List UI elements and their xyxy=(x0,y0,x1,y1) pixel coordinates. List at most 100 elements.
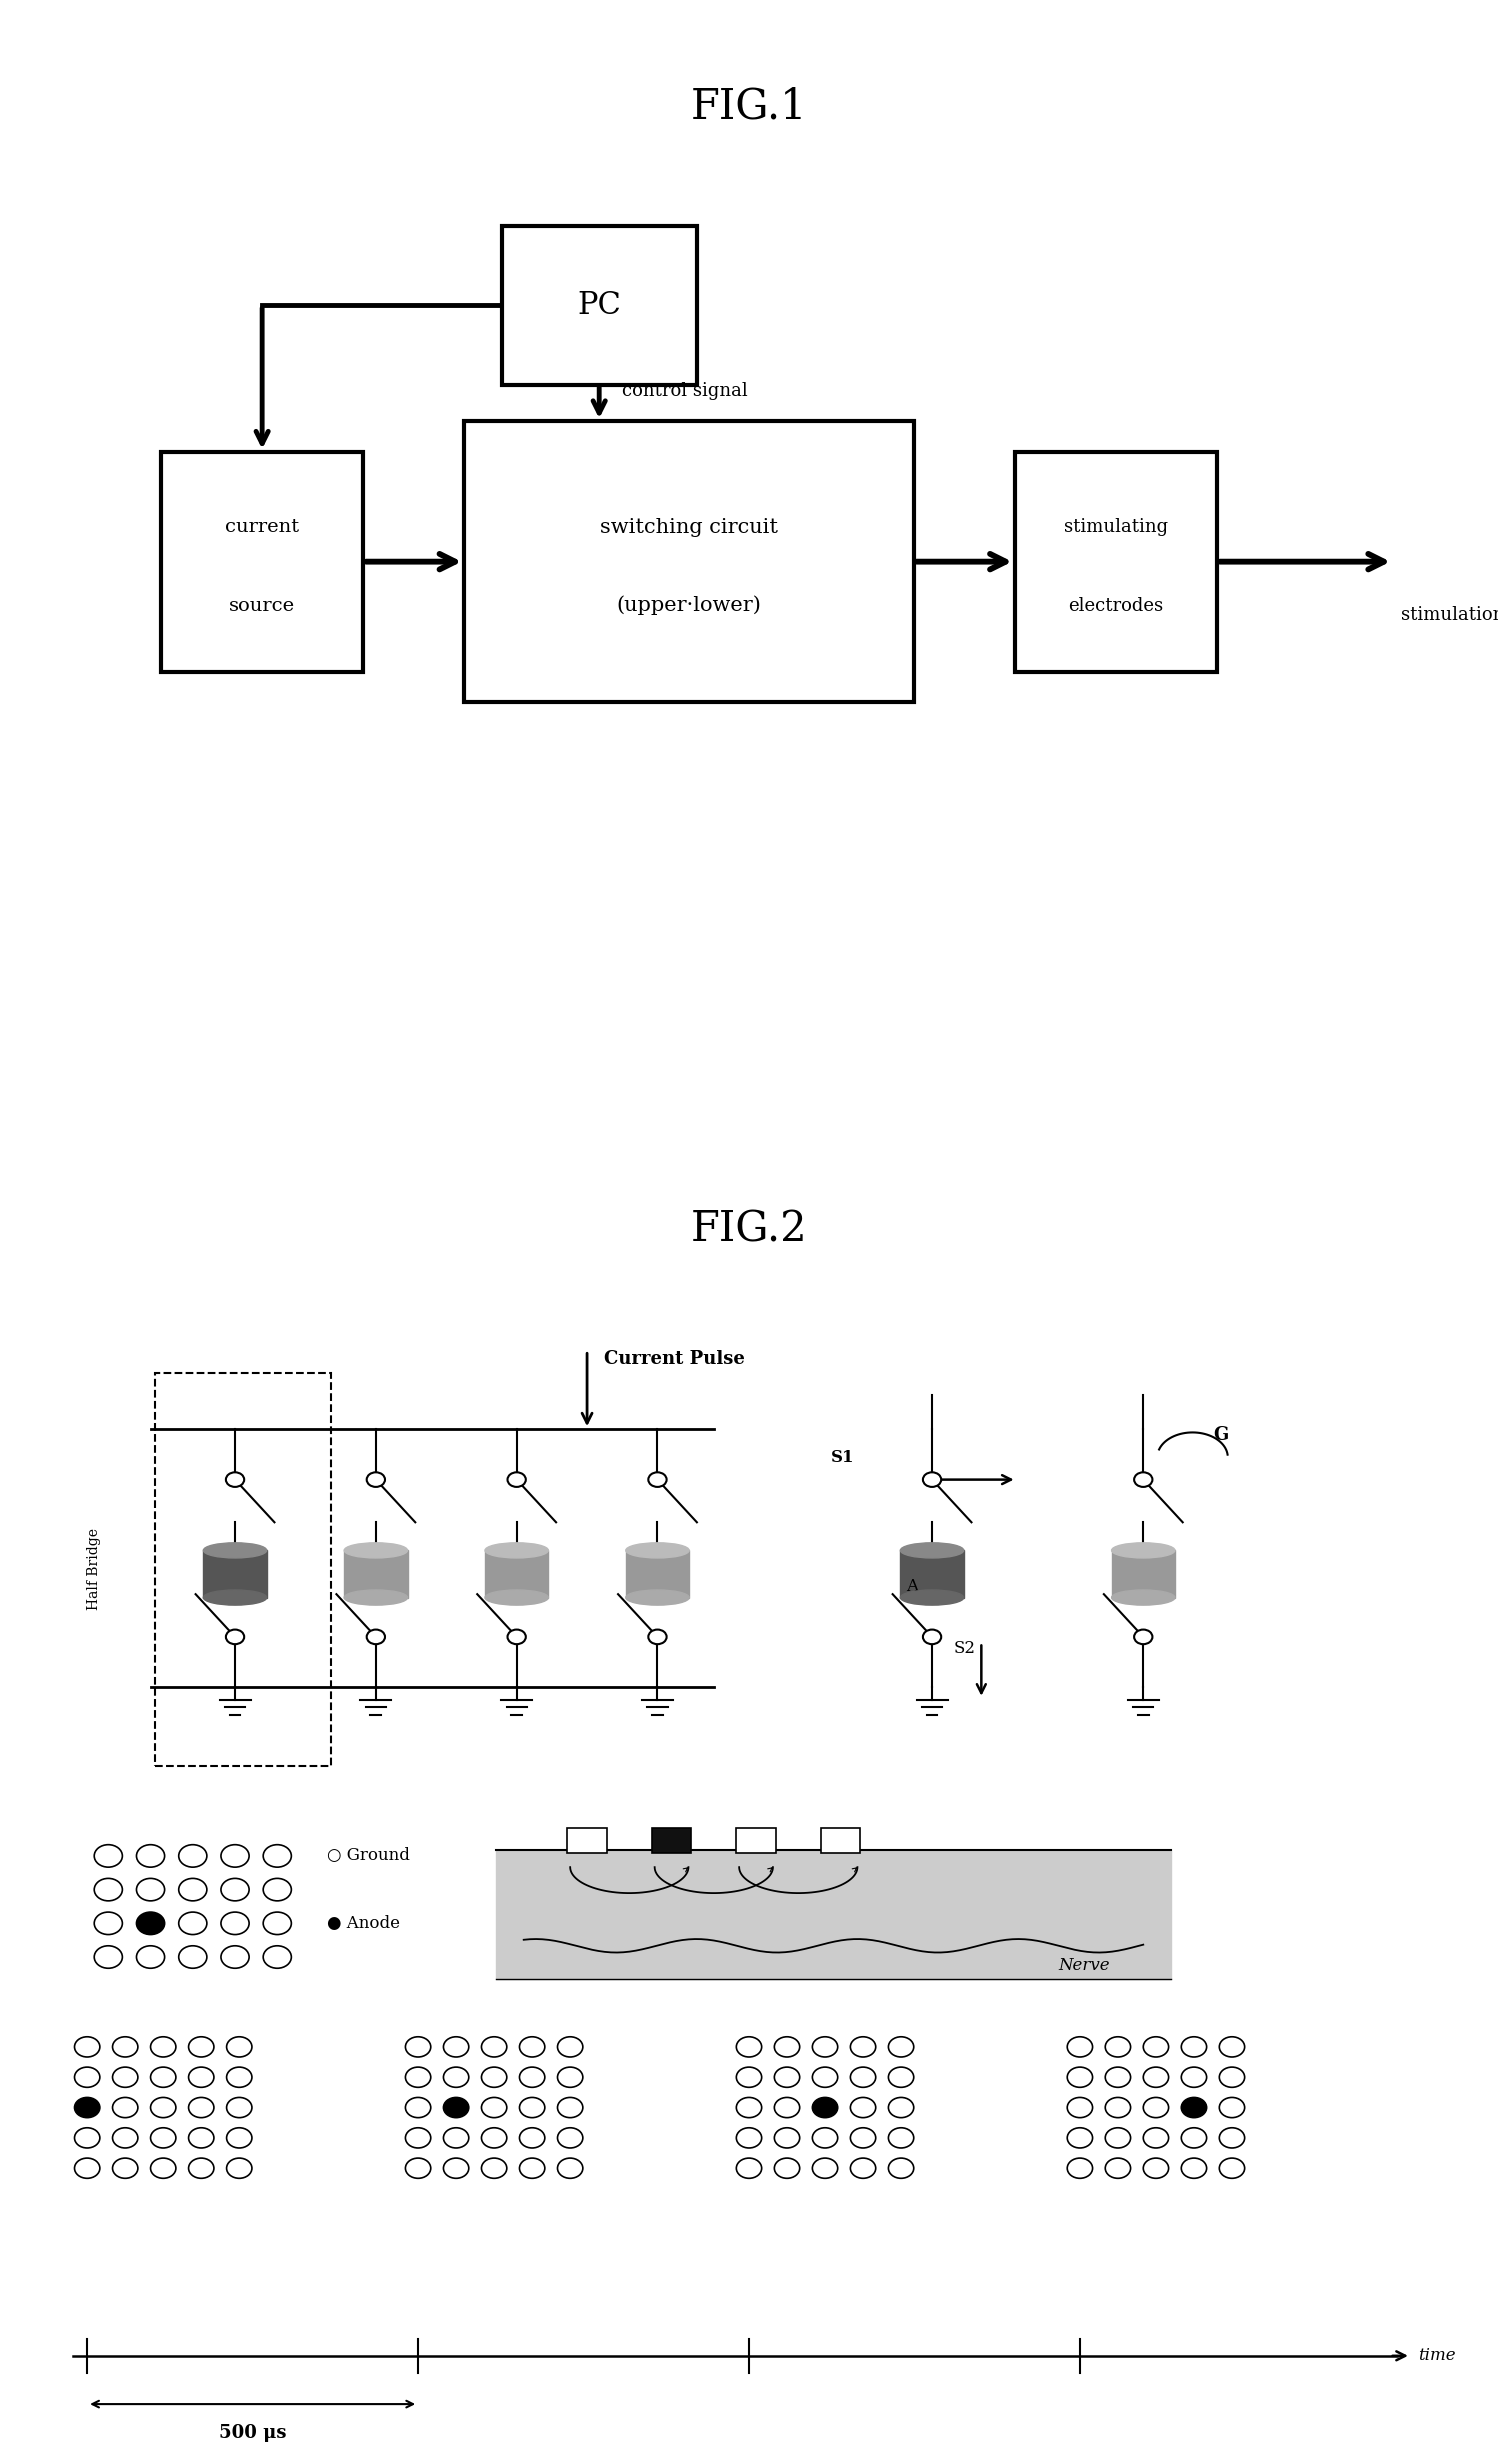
Circle shape xyxy=(226,2037,252,2056)
Circle shape xyxy=(112,2127,138,2149)
Circle shape xyxy=(737,2066,761,2088)
Circle shape xyxy=(557,2127,583,2149)
Circle shape xyxy=(112,2037,138,2056)
Circle shape xyxy=(851,2037,876,2056)
Ellipse shape xyxy=(204,1590,267,1604)
Circle shape xyxy=(1106,2159,1131,2178)
Text: (upper·lower): (upper·lower) xyxy=(617,596,761,615)
Circle shape xyxy=(443,2037,469,2056)
Circle shape xyxy=(178,1878,207,1900)
Text: S1: S1 xyxy=(831,1448,854,1465)
Circle shape xyxy=(851,2159,876,2178)
Circle shape xyxy=(226,1629,244,1643)
Circle shape xyxy=(75,2098,100,2117)
Circle shape xyxy=(1106,2098,1131,2117)
Circle shape xyxy=(481,2098,506,2117)
Circle shape xyxy=(443,2098,469,2117)
Bar xyxy=(821,1827,860,1853)
Circle shape xyxy=(136,1878,165,1900)
Text: stimulation: stimulation xyxy=(1401,606,1498,623)
Circle shape xyxy=(520,2159,545,2178)
Circle shape xyxy=(812,2127,837,2149)
Circle shape xyxy=(812,2037,837,2056)
Circle shape xyxy=(136,1946,165,1968)
Circle shape xyxy=(1143,2098,1168,2117)
Ellipse shape xyxy=(204,1543,267,1558)
Circle shape xyxy=(150,2159,175,2178)
Circle shape xyxy=(189,2159,214,2178)
Circle shape xyxy=(443,2159,469,2178)
Circle shape xyxy=(1106,2066,1131,2088)
Circle shape xyxy=(226,2159,252,2178)
Circle shape xyxy=(112,2159,138,2178)
Circle shape xyxy=(812,2066,837,2088)
Bar xyxy=(160,452,363,672)
Circle shape xyxy=(226,1473,244,1487)
Circle shape xyxy=(737,2098,761,2117)
Circle shape xyxy=(1143,2066,1168,2088)
Circle shape xyxy=(888,2037,914,2056)
Circle shape xyxy=(481,2127,506,2149)
Circle shape xyxy=(226,2127,252,2149)
Ellipse shape xyxy=(485,1590,548,1604)
Circle shape xyxy=(264,1946,291,1968)
Circle shape xyxy=(1067,2098,1092,2117)
Bar xyxy=(1112,1551,1174,1597)
Circle shape xyxy=(520,2037,545,2056)
Circle shape xyxy=(1134,1473,1152,1487)
Circle shape xyxy=(851,2127,876,2149)
Bar xyxy=(204,1551,267,1597)
Circle shape xyxy=(481,2066,506,2088)
Text: control signal: control signal xyxy=(622,381,748,400)
Ellipse shape xyxy=(900,1590,963,1604)
Circle shape xyxy=(923,1473,941,1487)
Circle shape xyxy=(774,2098,800,2117)
Text: FIG.1: FIG.1 xyxy=(691,85,807,127)
Text: Current Pulse: Current Pulse xyxy=(604,1350,745,1368)
Circle shape xyxy=(481,2159,506,2178)
Circle shape xyxy=(1067,2127,1092,2149)
Bar xyxy=(496,1851,1171,1980)
Circle shape xyxy=(75,2127,100,2149)
Circle shape xyxy=(189,2037,214,2056)
Circle shape xyxy=(923,1629,941,1643)
Circle shape xyxy=(1143,2159,1168,2178)
Circle shape xyxy=(1067,2037,1092,2056)
Circle shape xyxy=(888,2127,914,2149)
Circle shape xyxy=(264,1912,291,1934)
Circle shape xyxy=(150,2037,175,2056)
Circle shape xyxy=(1182,2066,1206,2088)
Circle shape xyxy=(367,1473,385,1487)
Circle shape xyxy=(75,2037,100,2056)
Circle shape xyxy=(75,2159,100,2178)
Ellipse shape xyxy=(626,1543,689,1558)
Circle shape xyxy=(1143,2127,1168,2149)
Circle shape xyxy=(737,2159,761,2178)
Circle shape xyxy=(178,1844,207,1868)
Circle shape xyxy=(1182,2037,1206,2056)
Text: S2: S2 xyxy=(953,1639,975,1656)
Circle shape xyxy=(557,2159,583,2178)
Circle shape xyxy=(150,2098,175,2117)
Bar xyxy=(568,1827,607,1853)
Circle shape xyxy=(649,1629,667,1643)
Bar xyxy=(464,420,914,703)
Circle shape xyxy=(508,1629,526,1643)
Circle shape xyxy=(94,1878,123,1900)
Circle shape xyxy=(1182,2098,1206,2117)
Ellipse shape xyxy=(900,1543,963,1558)
Circle shape xyxy=(1067,2159,1092,2178)
Circle shape xyxy=(1106,2127,1131,2149)
Circle shape xyxy=(226,2066,252,2088)
Text: stimulating: stimulating xyxy=(1064,518,1168,537)
Bar xyxy=(502,225,697,383)
Circle shape xyxy=(189,2066,214,2088)
Circle shape xyxy=(557,2066,583,2088)
Bar xyxy=(900,1551,963,1597)
Circle shape xyxy=(406,2159,431,2178)
Circle shape xyxy=(264,1878,291,1900)
Circle shape xyxy=(406,2127,431,2149)
Text: A: A xyxy=(906,1578,918,1595)
Circle shape xyxy=(178,1912,207,1934)
Circle shape xyxy=(1182,2127,1206,2149)
